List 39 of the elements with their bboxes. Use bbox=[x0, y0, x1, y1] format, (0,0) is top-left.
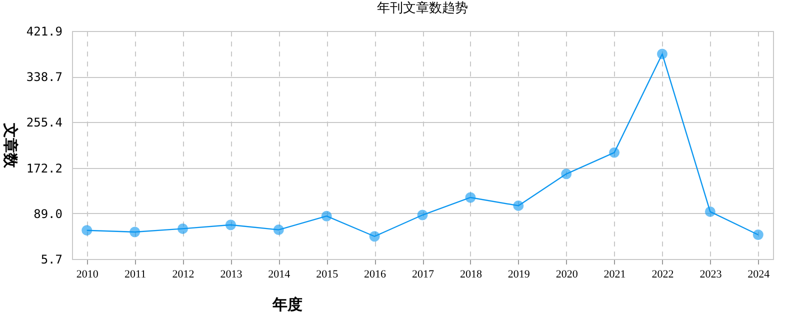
x-tick-label: 2014 bbox=[268, 268, 291, 280]
x-tick-label: 2012 bbox=[172, 268, 194, 280]
x-tick-label: 2010 bbox=[76, 268, 99, 280]
point bbox=[561, 168, 572, 180]
point bbox=[752, 230, 764, 240]
x-tick-label: 2016 bbox=[364, 268, 387, 280]
x-tick-label: 2011 bbox=[124, 268, 146, 280]
x-tick-label: 2023 bbox=[700, 268, 722, 280]
x-tick-label: 2018 bbox=[460, 268, 482, 280]
x-tick-label: 2013 bbox=[220, 268, 243, 280]
y-tick-label: 338.7 bbox=[26, 70, 62, 84]
point bbox=[417, 210, 428, 220]
point bbox=[273, 224, 284, 236]
x-tick-label: 2020 bbox=[556, 268, 578, 280]
point bbox=[704, 206, 716, 217]
y-tick-label: 172.2 bbox=[26, 161, 62, 176]
y-axis-title: 文章数 bbox=[2, 122, 20, 169]
y-tick-label: 255.4 bbox=[26, 116, 62, 130]
x-tick-label: 2022 bbox=[652, 268, 674, 280]
x-tick-label: 2019 bbox=[508, 268, 530, 280]
point bbox=[656, 48, 668, 60]
y-tick-label: 5.7 bbox=[40, 252, 62, 266]
y-tick-label: 89.0 bbox=[34, 206, 62, 221]
y-tick-label: 421.9 bbox=[26, 24, 62, 38]
point bbox=[130, 226, 140, 238]
point bbox=[82, 225, 92, 236]
chart-title: 年刊文章数趋势 bbox=[377, 0, 468, 15]
point bbox=[369, 231, 380, 242]
point bbox=[609, 147, 620, 158]
point bbox=[513, 200, 524, 211]
x-tick-label: 2015 bbox=[316, 268, 339, 280]
point bbox=[321, 210, 332, 222]
point bbox=[465, 192, 476, 203]
x-axis-title: 年度 bbox=[272, 296, 302, 314]
x-tick-label: 2017 bbox=[412, 268, 434, 280]
x-tick-label: 2021 bbox=[604, 268, 626, 280]
point bbox=[178, 223, 188, 234]
point bbox=[225, 220, 236, 230]
x-tick-label: 2024 bbox=[748, 268, 770, 280]
